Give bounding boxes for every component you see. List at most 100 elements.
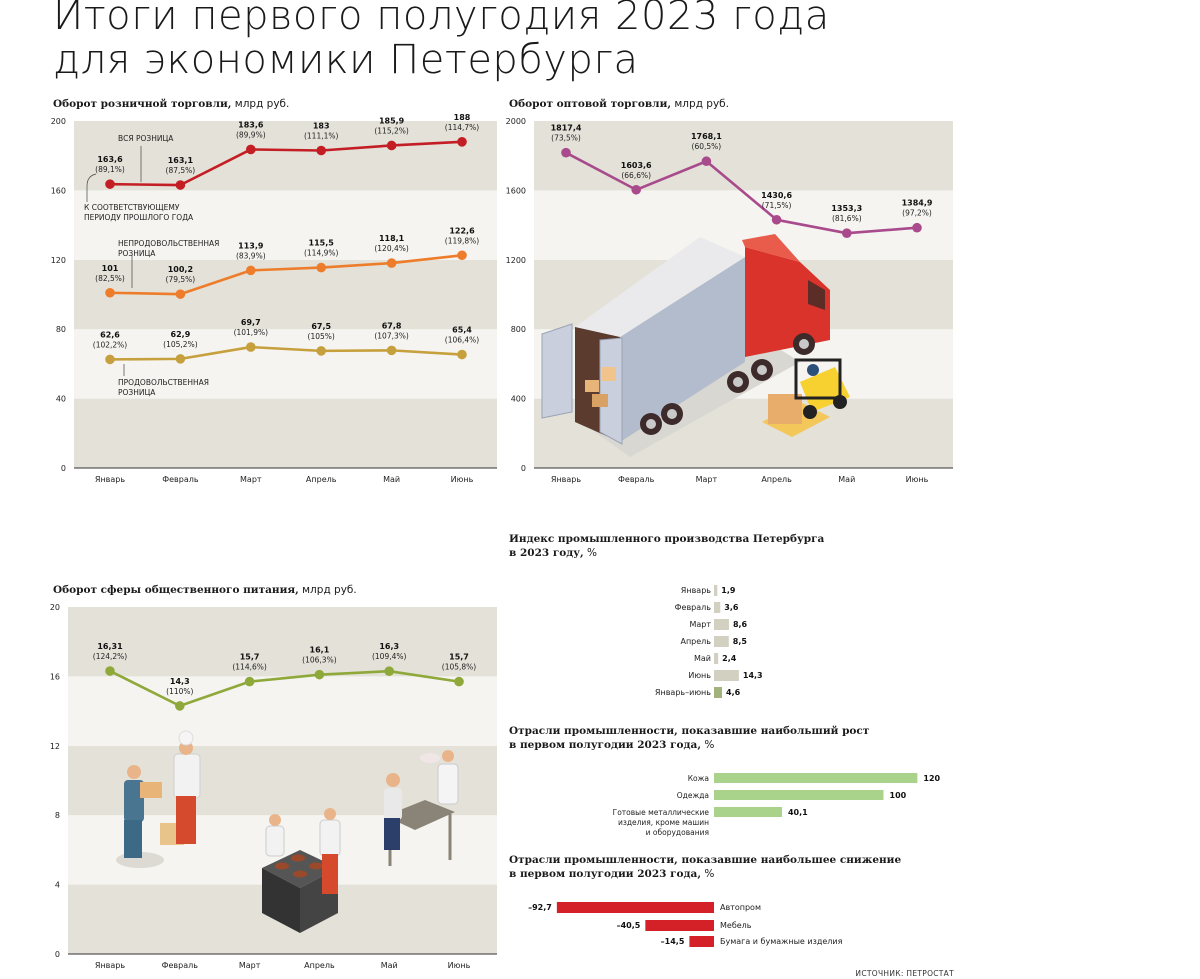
data-point (314, 669, 325, 680)
x-tick-label: Июнь (448, 961, 471, 970)
retail-chart: 0 40 80 120 160 200 Январь Февраль Март Апрель Май… (51, 113, 497, 484)
bar-category-label: Январь (681, 586, 711, 595)
bar-category-label: и оборудования (646, 828, 709, 837)
data-label-percent: (105,8%) (442, 663, 477, 672)
data-point (316, 262, 327, 273)
pan (291, 854, 305, 862)
data-point (175, 289, 186, 299)
decline-title-line-2: в первом полугодии 2023 года, (509, 868, 701, 880)
data-label: 183 (313, 121, 330, 130)
data-point (105, 179, 115, 189)
data-label-percent: (89,1%) (95, 165, 125, 174)
y-tick-label: 40 (56, 395, 66, 404)
data-label-percent: (73,5%) (551, 134, 581, 143)
data-label-percent: (106,4%) (445, 336, 480, 345)
data-label: 16,31 (97, 642, 123, 651)
x-tick-label: Июнь (906, 475, 929, 484)
box (140, 782, 162, 798)
bar (556, 902, 714, 913)
truck-cab-top (742, 234, 800, 262)
bar (714, 687, 723, 698)
catering-title-text: Оборот сферы общественного питания, (53, 584, 299, 596)
x-tick-label: Март (240, 475, 262, 484)
bar-value-label: –92,7 (528, 903, 552, 912)
page-title: Итоги первого полугодия 2023 года для эк… (53, 0, 830, 82)
data-label: 115,5 (309, 239, 335, 248)
truck-wheel-hub (733, 377, 743, 387)
data-point (105, 666, 115, 676)
retail-chart-title: Оборот розничной торговли, млрд руб. (53, 97, 289, 111)
page-title-line-2: для экономики Петербурга (53, 37, 639, 83)
plot-band (534, 190, 953, 260)
x-tick-label: Январь (551, 475, 581, 484)
data-label: 101 (102, 264, 119, 273)
annotation-nonfood-line-1: НЕПРОДОВОЛЬСТВЕННАЯ (118, 239, 219, 248)
data-label-percent: (66,6%) (621, 171, 651, 180)
data-label-percent: (109,4%) (372, 652, 407, 661)
data-label: 1384,9 (902, 199, 933, 208)
data-point (386, 258, 397, 268)
plot-band (534, 121, 953, 191)
guest-body (384, 788, 402, 820)
bar-value-label: 2,4 (722, 654, 737, 663)
decline-chart-title: Отрасли промышленности, показавшие наибо… (509, 853, 901, 881)
data-point (912, 222, 922, 233)
y-tick-label: 120 (51, 256, 66, 265)
bar-category-label: Апрель (680, 637, 711, 646)
data-label: 122,6 (449, 226, 475, 235)
y-tick-label: 20 (50, 603, 60, 612)
data-label: 185,9 (379, 116, 405, 125)
data-point (454, 676, 464, 687)
data-label-percent: (60,5%) (692, 142, 722, 151)
retail-title-unit: млрд руб. (234, 98, 290, 110)
data-point (701, 156, 712, 167)
data-label: 100,2 (168, 265, 193, 274)
growth-title-line-1: Отрасли промышленности, показавшие наибо… (509, 725, 870, 737)
y-tick-label: 200 (51, 117, 66, 126)
server-head (442, 750, 454, 762)
y-tick-label: 0 (55, 950, 60, 959)
bar-value-label: –40,5 (617, 921, 641, 930)
data-label: 163,6 (97, 155, 123, 164)
data-label: 183,6 (238, 120, 264, 129)
source-note: ИСТОЧНИК: ПЕТРОСТАТ (855, 969, 954, 978)
decline-chart: –92,7 Автопром –40,5 Мебель –14,5 Бумага и бу… (528, 902, 843, 947)
x-tick-label: Апрель (306, 475, 337, 484)
wholesale-chart-title: Оборот оптовой торговли, млрд руб. (509, 97, 729, 111)
guest-head (386, 773, 400, 787)
data-point (244, 676, 255, 687)
growth-chart-title: Отрасли промышленности, показавшие наибо… (509, 724, 869, 752)
x-tick-label: Апрель (304, 961, 335, 970)
y-tick-label: 16 (50, 672, 60, 681)
truck-door-left (541, 323, 573, 419)
data-label-percent: (105,2%) (163, 340, 198, 349)
bar (714, 585, 718, 596)
data-point (175, 701, 185, 711)
bar-category-label: Март (689, 620, 711, 629)
y-tick-label: 400 (511, 395, 526, 404)
chef-legs (176, 796, 196, 844)
stove-top (262, 850, 338, 888)
data-label-percent: (79,5%) (166, 275, 196, 284)
industry-chart: Январь 1,9 Февраль 3,6 Март 8,6 Апрель 8,5 Май 2,… (655, 585, 763, 698)
bar-category-label: Одежда (677, 791, 709, 800)
bar-value-label: 14,3 (743, 671, 763, 680)
data-label-percent: (102,2%) (93, 340, 128, 349)
wholesale-chart: 0 400 800 1200 1600 2000 Январь Февраль Март Апре… (506, 117, 953, 484)
truck-wheel-hub (757, 365, 767, 375)
data-label: 15,7 (240, 653, 260, 662)
data-label: 16,1 (310, 646, 330, 655)
data-point (175, 180, 186, 190)
industry-chart-title: Индекс промышленного производства Петерб… (509, 532, 824, 560)
decline-title-line-1: Отрасли промышленности, показавшие наибо… (509, 854, 902, 866)
y-tick-label: 0 (61, 464, 66, 473)
x-tick-label: Март (696, 475, 718, 484)
data-label: 15,7 (449, 653, 469, 662)
truck-cab-window (808, 280, 825, 310)
truck-door-right (599, 337, 623, 445)
data-point (175, 354, 186, 364)
data-point (771, 214, 782, 225)
stove-front (262, 868, 300, 933)
bar-value-label: 1,9 (721, 586, 736, 595)
truck-trailer-side (620, 257, 745, 442)
